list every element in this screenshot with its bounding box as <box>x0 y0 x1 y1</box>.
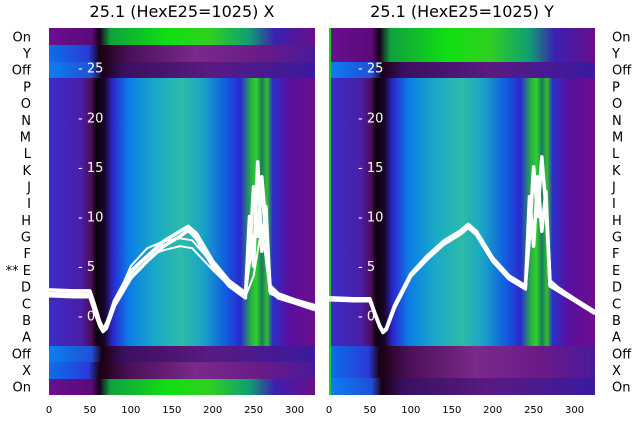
x-tick-label: 0 <box>326 405 332 416</box>
heatmap-panel-y: 25.1 (HexE25=1025) Y - 0- 5- 10- 15- 20-… <box>326 2 632 416</box>
green-edge-line <box>329 28 331 395</box>
row-label: J <box>26 180 31 195</box>
row-label: O <box>21 97 31 112</box>
x-tick-label: 200 <box>203 405 222 416</box>
row-label: O <box>612 97 622 112</box>
row-label: K <box>22 164 31 179</box>
row-label: G <box>21 231 31 246</box>
row-label: M <box>20 130 31 145</box>
y-tick-label: - 10 <box>78 210 103 225</box>
x-tick-label: 300 <box>285 405 304 416</box>
heatmap-band-on-bottom-y <box>329 378 595 395</box>
row-label: C <box>612 297 621 312</box>
row-label: K <box>612 164 621 179</box>
row-label: X <box>22 364 31 379</box>
heatmap-band-on-bottom-x <box>49 379 315 395</box>
x-tick-label: 150 <box>442 405 461 416</box>
row-label: A <box>612 331 621 346</box>
heatmap-band-y-x <box>49 45 315 62</box>
heatmap-band-off-top-y <box>329 62 595 78</box>
x-tick-labels-x: 0 50 100 150 200 250 300 <box>46 405 304 416</box>
row-label: F <box>612 247 619 262</box>
trace-line <box>329 175 595 335</box>
row-label: Y <box>611 47 620 62</box>
chart-title-y: 25.1 (HexE25=1025) Y <box>370 2 554 21</box>
row-label: L <box>24 147 32 162</box>
heatmap-field-x <box>49 28 315 395</box>
y-tick-label: - 20 <box>78 111 103 126</box>
trace-group-y <box>329 155 595 335</box>
row-label: D <box>612 281 622 296</box>
row-label: C <box>22 297 31 312</box>
row-label: H <box>21 214 31 229</box>
heatmap-band-off-top-x <box>49 62 315 78</box>
row-label: P <box>23 80 31 95</box>
row-label: I <box>612 197 616 212</box>
x-tick-label: 300 <box>565 405 584 416</box>
row-label: A <box>22 331 31 346</box>
row-label: Off <box>12 64 32 79</box>
row-label: Y <box>22 47 31 62</box>
trace-line <box>49 225 315 332</box>
row-label: On <box>13 381 31 396</box>
row-label: N <box>612 114 622 129</box>
heatmap-band-off-bottom-y <box>329 346 595 378</box>
heatmap-band-on-top-x <box>49 28 315 45</box>
heatmap-field-y <box>329 28 595 395</box>
heatmap-band-on-top-y <box>329 28 595 62</box>
row-label: I <box>27 197 31 212</box>
row-label: E <box>612 264 620 279</box>
y-tick-label: - 10 <box>358 210 383 225</box>
x-tick-label: 100 <box>121 405 140 416</box>
row-label: G <box>612 231 622 246</box>
heatmap-band-off-bottom-x <box>49 346 315 362</box>
row-label: N <box>21 114 31 129</box>
chart-title-x: 25.1 (HexE25=1025) X <box>90 2 275 21</box>
x-tick-label: 0 <box>46 405 52 416</box>
y-tick-label: - 25 <box>78 62 103 77</box>
y-tick-labels-y: - 0 - 5 - 10 - 15 - 20 - 25 <box>358 62 383 325</box>
row-label: X <box>612 364 621 379</box>
row-label: ** E <box>6 264 31 279</box>
row-label: L <box>612 147 620 162</box>
heatmap-panel-x: 25.1 (HexE25=1025) X - 0- 5- 10- 15- 20-… <box>6 2 315 416</box>
y-tick-label: - 5 <box>78 260 95 275</box>
y-tick-label: - 5 <box>358 260 375 275</box>
row-label: On <box>13 30 31 45</box>
x-tick-label: 50 <box>84 405 97 416</box>
y-tick-label: - 15 <box>358 161 383 176</box>
heatmap-band-x-x <box>49 362 315 379</box>
row-label: F <box>24 247 31 262</box>
row-label: On <box>612 30 630 45</box>
row-label: B <box>22 314 31 329</box>
x-tick-label: 50 <box>364 405 377 416</box>
y-tick-label: - 0 <box>78 310 95 325</box>
y-tick-labels-x: - 0 - 5 - 10 - 15 - 20 - 25 <box>78 62 103 325</box>
row-label: J <box>611 180 616 195</box>
x-tick-label: 250 <box>244 405 263 416</box>
y-tick-label: - 15 <box>78 161 103 176</box>
x-tick-label: 200 <box>483 405 502 416</box>
y-tick-label: - 25 <box>358 62 383 77</box>
x-tick-label: 100 <box>401 405 420 416</box>
row-label: Off <box>612 347 632 362</box>
y-tick-label: - 0 <box>358 310 375 325</box>
row-label: P <box>612 80 620 95</box>
row-label: Off <box>612 64 632 79</box>
row-label: H <box>612 214 622 229</box>
x-tick-labels-y: 0 50 100 150 200 250 300 <box>326 405 584 416</box>
row-label: On <box>612 381 630 396</box>
trace-group-x <box>49 160 315 334</box>
row-label: M <box>612 130 623 145</box>
row-label: Off <box>12 347 32 362</box>
x-tick-label: 250 <box>524 405 543 416</box>
y-tick-label: - 20 <box>358 111 383 126</box>
row-label: B <box>612 314 621 329</box>
row-label: D <box>21 281 31 296</box>
x-tick-label: 150 <box>162 405 181 416</box>
